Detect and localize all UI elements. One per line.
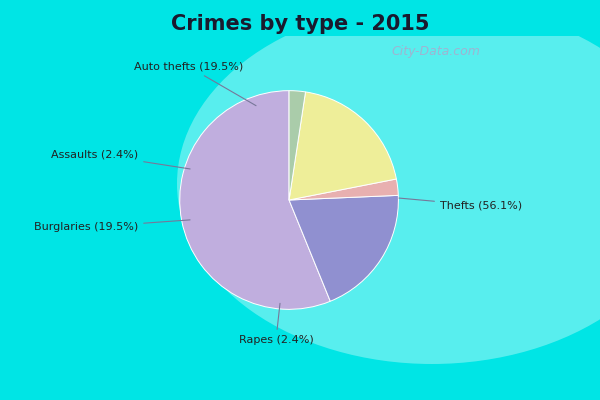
Text: Thefts (56.1%): Thefts (56.1%)	[399, 198, 522, 210]
Wedge shape	[289, 91, 305, 200]
Text: City-Data.com: City-Data.com	[392, 45, 481, 58]
Wedge shape	[180, 91, 331, 309]
Wedge shape	[289, 92, 397, 200]
Text: Auto thefts (19.5%): Auto thefts (19.5%)	[134, 62, 256, 106]
Text: Crimes by type - 2015: Crimes by type - 2015	[171, 14, 429, 34]
Wedge shape	[289, 179, 398, 200]
Text: Rapes (2.4%): Rapes (2.4%)	[239, 303, 313, 345]
Text: Burglaries (19.5%): Burglaries (19.5%)	[34, 220, 190, 232]
Ellipse shape	[177, 3, 600, 364]
Wedge shape	[289, 195, 398, 301]
Text: Assaults (2.4%): Assaults (2.4%)	[51, 149, 190, 169]
